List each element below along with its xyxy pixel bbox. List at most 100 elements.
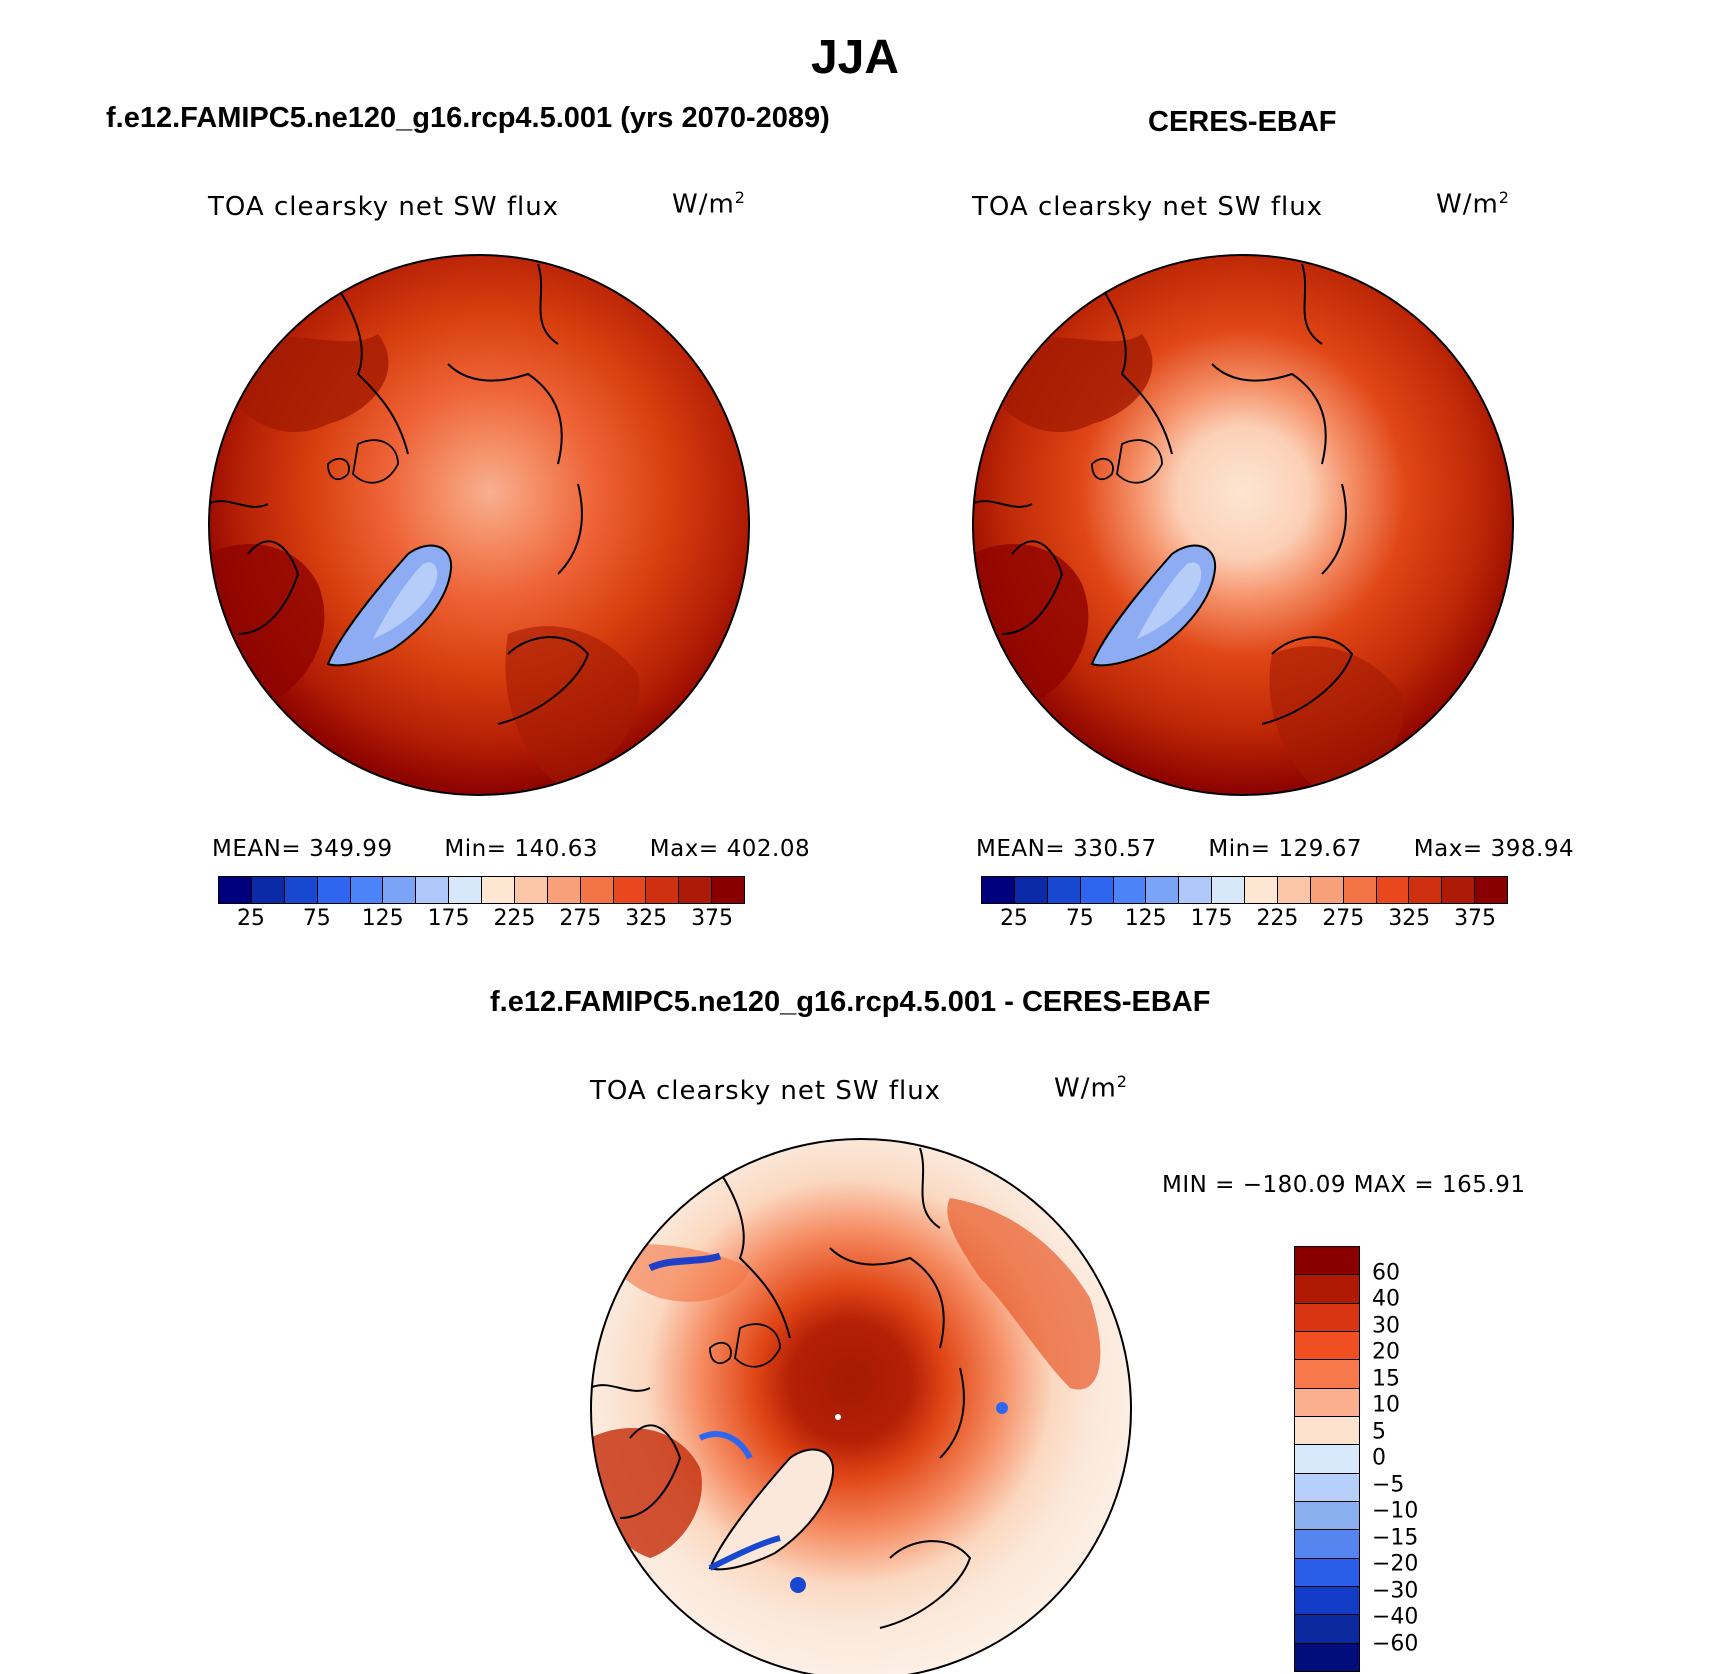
colorbar-tick-label: 0 [1372,1445,1386,1471]
colorbar-swatch [251,877,285,903]
colorbar-tick-label: 20 [1372,1339,1400,1365]
obs-variable-title: TOA clearsky net SW flux [972,192,1324,222]
colorbar-swatch [1475,877,1507,903]
obs-max-value: 398.94 [1490,836,1575,862]
obs-min-label: Min= [1208,836,1271,862]
colorbar-tick-label: 25 [999,906,1028,931]
diff-panel-title: f.e12.FAMIPC5.ne120_g16.rcp4.5.001 - CER… [490,986,1211,1018]
colorbar-tick-label: 40 [1372,1286,1400,1312]
colorbar-swatch [580,877,614,903]
colorbar-swatch [482,877,515,903]
obs-mean-value: 330.57 [1073,836,1157,862]
colorbar-tick-label: 275 [1322,906,1365,931]
colorbar-swatch [1295,1303,1359,1332]
model-mean-value: 349.99 [309,836,393,862]
colorbar-tick-label: −5 [1372,1472,1405,1497]
figure-title: JJA [810,31,900,84]
model-stats: MEAN= 349.99 Min= 140.63 Max= 402.08 [212,836,854,862]
colorbar-swatch [383,877,417,903]
colorbar-swatch [1295,1643,1359,1671]
obs-panel-title: CERES-EBAF [1148,106,1337,138]
colorbar-swatch [350,877,384,903]
colorbar-swatch [1409,877,1443,903]
colorbar-swatch [613,877,647,903]
colorbar-swatch [1113,877,1147,903]
model-min-label: Min= [444,836,507,862]
colorbar-tick-label: 225 [1256,906,1299,931]
colorbar-swatch [1295,1530,1359,1559]
diff-units: W/m2 [1054,1072,1128,1104]
colorbar-swatch [1295,1445,1359,1474]
colorbar-swatch [514,877,548,903]
colorbar-swatch [1179,877,1213,903]
colorbar-swatch [1343,877,1377,903]
colorbar-tick-label: −20 [1372,1551,1419,1577]
colorbar-swatch [1376,877,1410,903]
colorbar-swatch [982,877,1015,903]
colorbar-tick-label: 30 [1372,1313,1400,1338]
model-mean-label: MEAN= [212,836,302,862]
colorbar-swatch [1245,877,1278,903]
colorbar-swatch [317,877,351,903]
colorbar-swatch [449,877,482,903]
model-field [209,255,749,795]
colorbar-swatch [284,877,318,903]
model-variable-title: TOA clearsky net SW flux [208,192,560,222]
colorbar-swatch [1295,1473,1359,1502]
colorbar-swatch [646,877,680,903]
diff-variable-title: TOA clearsky net SW flux [590,1076,942,1106]
model-min-value: 140.63 [514,836,598,862]
colorbar-swatch [1047,877,1081,903]
colorbar-tick-label: −40 [1372,1604,1419,1630]
diff-minmax: MIN = −180.09 MAX = 165.91 [1162,1172,1526,1198]
colorbar-tick-label: 15 [1372,1366,1400,1391]
diff-polar-map [590,1138,1132,1674]
obs-max-label: Max= [1413,836,1483,862]
diff-colorbar: 60 40 30 20 15 10 5 0 −5 −10 −15 −20 −30 −40 −60 [1294,1246,1418,1672]
colorbar-tick-label: −15 [1372,1525,1419,1550]
colorbar-tick-label: 375 [1454,906,1497,931]
colorbar-tick-label: −60 [1372,1631,1419,1656]
colorbar-tick-label: 225 [493,906,536,931]
colorbar-swatch [1295,1416,1359,1446]
colorbar-swatch [1295,1501,1359,1531]
obs-min-value: 129.67 [1278,836,1362,862]
colorbar-swatch [416,877,450,903]
colorbar-tick-label: −10 [1372,1498,1419,1524]
colorbar-swatch [1295,1275,1359,1304]
colorbar-tick-label: −30 [1372,1578,1419,1603]
obs-units: W/m2 [1436,188,1510,220]
diff-field [591,1139,1131,1674]
colorbar-tick-label: 375 [691,906,734,931]
obs-stats: MEAN= 330.57 Min= 129.67 Max= 398.94 [976,836,1618,862]
colorbar-swatch [1295,1360,1359,1389]
model-polar-map [208,254,750,796]
colorbar-tick-label: 275 [559,906,602,931]
colorbar-tick-label: 25 [236,906,265,931]
colorbar-tick-label: 325 [1388,906,1431,931]
colorbar-swatch [1295,1247,1359,1276]
colorbar-tick-label: 125 [1124,906,1167,931]
model-colorbar: 25 75 125 175 225 275 325 375 [218,876,745,934]
colorbar-swatch [1277,877,1311,903]
colorbar-swatch [219,877,252,903]
greenland-diff [708,1448,835,1571]
colorbar-swatch [1295,1331,1359,1361]
obs-polar-map [972,254,1514,796]
colorbar-swatch [1295,1586,1359,1616]
colorbar-tick-label: 175 [1190,906,1233,931]
model-max-label: Max= [649,836,719,862]
obs-field [973,255,1513,795]
colorbar-swatch [1212,877,1245,903]
colorbar-swatch [679,877,713,903]
colorbar-tick-label: 60 [1372,1260,1400,1285]
obs-mean-label: MEAN= [976,836,1066,862]
colorbar-tick-label: 75 [302,906,331,931]
colorbar-tick-label: 175 [427,906,470,931]
colorbar-tick-label: 75 [1065,906,1094,931]
colorbar-tick-label: 5 [1372,1419,1386,1444]
colorbar-swatch [1295,1558,1359,1587]
colorbar-swatch [712,877,744,903]
colorbar-swatch [1295,1615,1359,1644]
colorbar-swatch [1295,1388,1359,1417]
